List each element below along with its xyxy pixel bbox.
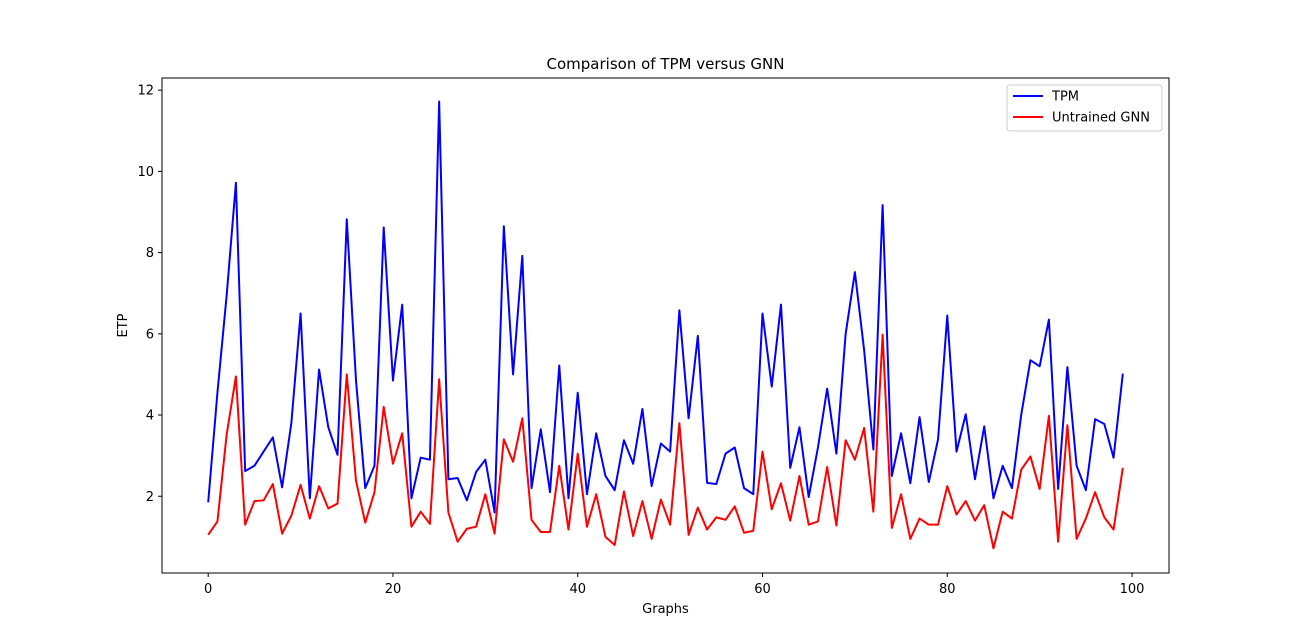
- y-tick-label: 2: [146, 490, 154, 505]
- legend-box: [1006, 84, 1163, 132]
- x-tick-label: 80: [939, 582, 956, 597]
- y-axis: 2 4 6 8 10 12: [137, 84, 162, 505]
- y-tick-label: 12: [137, 84, 154, 99]
- y-tick-label: 6: [146, 327, 154, 342]
- chart-title: Comparison of TPM versus GNN: [547, 55, 785, 73]
- plot-area: [161, 77, 1170, 574]
- x-tick-label: 60: [754, 582, 771, 597]
- y-tick-label: 10: [137, 165, 154, 180]
- legend-label-untrained-gnn: Untrained GNN: [1052, 111, 1150, 126]
- series-line-tpm: [207, 100, 1124, 514]
- y-tick-label: 8: [146, 246, 154, 261]
- y-tick-label: 4: [146, 409, 154, 424]
- x-tick-label: 0: [204, 582, 212, 597]
- x-axis-title: Graphs: [642, 602, 689, 617]
- x-tick-label: 40: [569, 582, 586, 597]
- series-line-untrained-gnn: [207, 333, 1124, 550]
- x-tick-label: 20: [385, 582, 402, 597]
- y-axis-title: ETP: [116, 313, 131, 337]
- x-axis: 0 20 40 60 80 100: [204, 573, 1144, 597]
- legend: TPM Untrained GNN: [1006, 84, 1163, 132]
- x-tick-label: 100: [1120, 582, 1145, 597]
- series-lines: [207, 100, 1124, 550]
- legend-label-tpm: TPM: [1051, 90, 1079, 105]
